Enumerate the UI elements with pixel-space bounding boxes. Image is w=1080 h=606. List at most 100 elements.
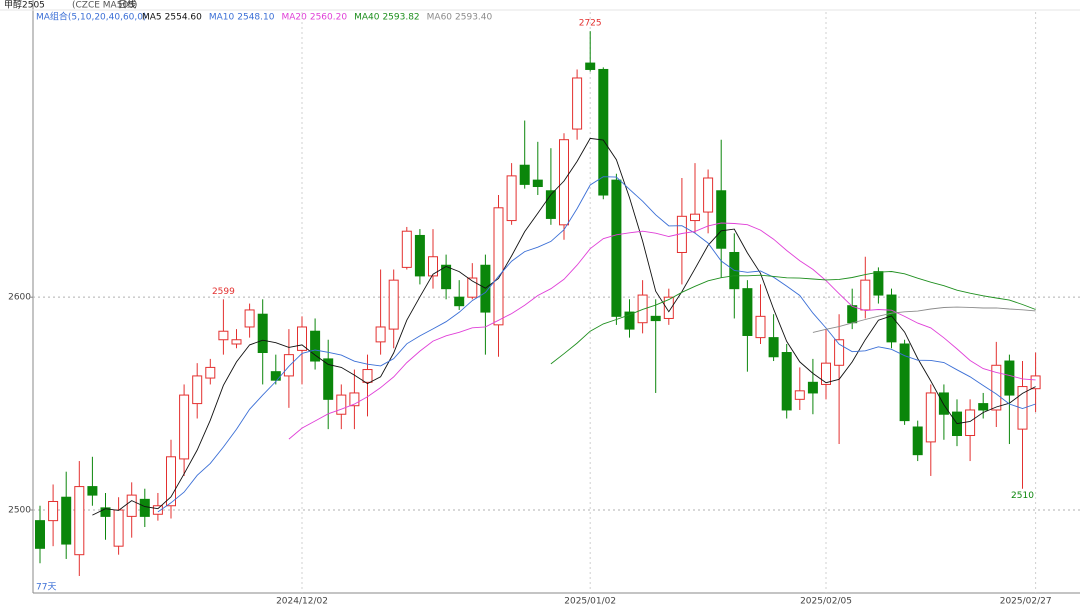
- candle-body: [283, 354, 294, 377]
- candle-body: [375, 326, 386, 343]
- day-count: 77天: [36, 583, 56, 593]
- candle-body: [637, 294, 648, 324]
- candle-body: [545, 190, 556, 219]
- candle-body: [624, 311, 635, 330]
- ma-line: [550, 271, 1036, 365]
- ma-value: 2548.10: [237, 13, 274, 23]
- candle-body: [768, 337, 779, 358]
- candle-body: [506, 175, 517, 222]
- candle-body: [349, 392, 360, 407]
- candle-body: [48, 500, 59, 522]
- candle-body: [362, 369, 373, 383]
- candle-body: [834, 339, 845, 366]
- candle-body: [428, 256, 438, 277]
- ma-name: MA5: [142, 13, 162, 23]
- candle-body: [61, 496, 72, 545]
- ma-line: [812, 306, 1036, 333]
- candle-body: [270, 371, 281, 381]
- candle-body: [860, 279, 871, 311]
- extreme-label: 2510: [1011, 491, 1034, 501]
- candle-body: [742, 288, 753, 336]
- candle-body: [703, 177, 714, 213]
- candle-body: [873, 271, 884, 296]
- candle-body: [794, 390, 805, 400]
- candle-body: [454, 296, 465, 307]
- x-tick-label: 2025/02/27: [1000, 597, 1052, 606]
- candle-body: [179, 394, 190, 460]
- ma-line: [92, 137, 1036, 516]
- candle-body: [192, 375, 203, 405]
- candle-body: [414, 234, 425, 277]
- candle-body: [991, 364, 1002, 411]
- candle-body: [847, 305, 858, 324]
- candle-body: [323, 358, 334, 400]
- symbol: 甲醇2505: [4, 0, 45, 11]
- candle-body: [218, 330, 229, 341]
- ma-value: 2554.60: [165, 13, 202, 23]
- extreme-label: 2725: [579, 19, 602, 29]
- candle-body: [690, 213, 700, 222]
- candle-body: [965, 409, 976, 437]
- candle-body: [781, 352, 792, 411]
- candle-body: [598, 68, 609, 196]
- ma-name: MA40: [354, 13, 380, 23]
- candle-body: [755, 315, 766, 339]
- candle-body: [401, 230, 412, 268]
- candle-body: [74, 486, 85, 556]
- ma-line: [157, 176, 1036, 513]
- x-tick-label: 2024/12/02: [276, 597, 328, 606]
- y-tick-label: 2500: [8, 506, 31, 516]
- candle-body: [611, 179, 622, 317]
- candle-body: [663, 296, 674, 319]
- candle-body: [559, 139, 569, 226]
- candle-body: [35, 520, 45, 549]
- candle-body: [467, 277, 478, 298]
- candle-body: [519, 164, 530, 185]
- candle-body: [912, 426, 923, 456]
- ma-value: 2593.40: [455, 13, 492, 23]
- ma-value: 2593.82: [382, 13, 419, 23]
- candle-body: [1017, 386, 1028, 430]
- candle-body: [650, 315, 661, 322]
- candle-body: [925, 392, 936, 443]
- candle-body: [938, 392, 949, 415]
- candle-body: [87, 486, 98, 496]
- candle-body: [297, 326, 307, 351]
- candle-body: [886, 294, 897, 343]
- period-label[interactable]: 日线: [118, 0, 136, 11]
- candle-body: [821, 362, 831, 385]
- candle-body: [978, 403, 989, 411]
- ma-name: MA60: [427, 13, 453, 23]
- candle-body: [493, 207, 504, 326]
- x-tick-label: 2025/02/05: [800, 597, 852, 606]
- ma-value: 2560.20: [310, 13, 347, 23]
- candle-body: [166, 456, 176, 507]
- candle-body: [441, 264, 452, 290]
- ma-name: MA20: [281, 13, 307, 23]
- x-tick-label: 2025/01/02: [564, 597, 616, 606]
- candle-body: [716, 190, 727, 249]
- ma-line: [288, 222, 1036, 440]
- candle-body: [899, 343, 910, 422]
- candle-body: [807, 381, 818, 394]
- candle-body: [388, 279, 399, 330]
- candle-body: [585, 62, 596, 70]
- ma-name: MA10: [209, 13, 235, 23]
- candle-body: [1004, 360, 1015, 396]
- candle-body: [244, 309, 255, 328]
- candle-body: [100, 507, 111, 517]
- candle-body: [572, 77, 583, 130]
- ma-group[interactable]: MA组合(5,10,20,40,60,0): [36, 11, 147, 23]
- candle-body: [532, 179, 543, 188]
- candle-body: [139, 498, 150, 517]
- exchange-code: (CZCE MA505): [72, 1, 137, 11]
- candle-body: [1030, 375, 1041, 390]
- candle-body: [310, 330, 321, 362]
- candle-body: [257, 313, 268, 354]
- candle-body: [205, 366, 216, 379]
- candle-body: [231, 339, 242, 345]
- candle-body: [336, 394, 347, 415]
- extreme-label: 2599: [212, 287, 235, 297]
